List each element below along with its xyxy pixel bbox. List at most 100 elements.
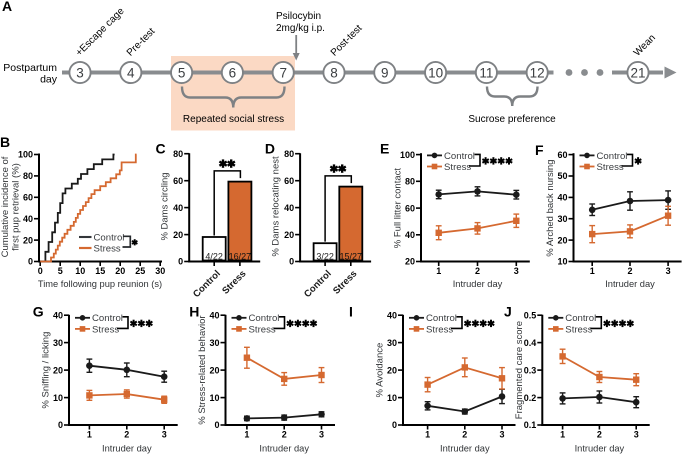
svg-text:I: I: [349, 303, 353, 319]
svg-text:0.5: 0.5: [524, 310, 537, 320]
svg-text:40: 40: [209, 310, 219, 320]
svg-text:20: 20: [284, 230, 294, 240]
svg-text:9: 9: [381, 65, 389, 80]
svg-text:2: 2: [462, 430, 467, 440]
svg-text:10: 10: [75, 266, 85, 276]
svg-text:Cumulative incidence of: Cumulative incidence of: [0, 156, 11, 257]
svg-text:3: 3: [666, 266, 671, 276]
svg-text:F: F: [535, 142, 544, 158]
svg-text:6: 6: [229, 65, 237, 80]
svg-text:5: 5: [178, 65, 186, 80]
svg-text:day: day: [40, 74, 58, 86]
svg-text:11: 11: [479, 65, 493, 80]
svg-text:20: 20: [115, 266, 125, 276]
svg-text:Intruder day: Intruder day: [453, 279, 503, 289]
svg-text:Control: Control: [444, 151, 475, 162]
svg-text:10: 10: [387, 393, 397, 403]
svg-text:60: 60: [173, 176, 183, 186]
svg-text:3/22: 3/22: [316, 252, 334, 262]
svg-text:40: 40: [173, 203, 183, 213]
svg-text:2: 2: [597, 430, 602, 440]
svg-text:80: 80: [284, 149, 294, 159]
svg-text:60: 60: [284, 176, 294, 186]
svg-text:Control: Control: [249, 313, 280, 324]
svg-text:25: 25: [135, 266, 145, 276]
svg-text:Intruder day: Intruder day: [575, 444, 625, 454]
svg-text:0: 0: [214, 420, 219, 430]
svg-text:30: 30: [155, 266, 165, 276]
svg-text:80: 80: [23, 171, 33, 181]
svg-text:% Avoidance: % Avoidance: [375, 343, 386, 398]
svg-text:80: 80: [173, 149, 183, 159]
svg-text:100: 100: [18, 150, 33, 160]
svg-text:40: 40: [405, 230, 415, 240]
svg-text:2: 2: [627, 266, 632, 276]
svg-text:80: 80: [405, 177, 415, 187]
svg-text:20: 20: [405, 257, 415, 267]
svg-text:first pup retrieval (%): first pup retrieval (%): [11, 163, 22, 251]
svg-text:20: 20: [173, 230, 183, 240]
svg-text:1: 1: [244, 430, 249, 440]
svg-text:20: 20: [23, 235, 33, 245]
svg-text:Stress: Stress: [565, 324, 592, 335]
svg-text:% Stress-related behavior: % Stress-related behavior: [197, 315, 208, 424]
svg-text:2: 2: [124, 430, 129, 440]
svg-text:8: 8: [330, 65, 338, 80]
svg-text:2mg/kg i.p.: 2mg/kg i.p.: [276, 23, 325, 34]
svg-text:0: 0: [38, 266, 43, 276]
svg-text:Stress: Stress: [426, 324, 453, 335]
svg-text:D: D: [265, 141, 275, 157]
svg-text:Stress: Stress: [597, 162, 624, 173]
svg-text:Sucrose preference: Sucrose preference: [468, 114, 556, 125]
svg-text:3: 3: [162, 430, 167, 440]
svg-text:Stress: Stress: [94, 244, 121, 255]
svg-text:Stress: Stress: [92, 324, 119, 335]
svg-text:4: 4: [127, 65, 135, 80]
svg-text:3: 3: [499, 430, 504, 440]
svg-text:H: H: [189, 303, 199, 319]
svg-text:0: 0: [289, 257, 294, 267]
svg-text:Intruder day: Intruder day: [440, 444, 490, 454]
svg-text:Intruder day: Intruder day: [605, 279, 655, 289]
svg-text:10: 10: [209, 393, 219, 403]
svg-text:Stress: Stress: [249, 324, 276, 335]
svg-text:0: 0: [28, 257, 33, 267]
svg-text:10: 10: [428, 65, 443, 80]
svg-text:60: 60: [23, 193, 33, 203]
svg-text:% Dams relocating nest: % Dams relocating nest: [271, 156, 282, 257]
svg-text:40: 40: [557, 193, 567, 203]
svg-text:50: 50: [557, 171, 567, 181]
svg-text:3: 3: [514, 266, 519, 276]
svg-text:16/27: 16/27: [229, 252, 252, 262]
svg-text:Control: Control: [597, 151, 628, 162]
svg-text:% Arched back nursing: % Arched back nursing: [545, 160, 556, 257]
svg-text:C: C: [156, 141, 166, 157]
svg-text:20: 20: [53, 365, 63, 375]
svg-text:Time following pup reunion (s): Time following pup reunion (s): [38, 279, 162, 289]
svg-text:E: E: [380, 141, 389, 157]
svg-text:60: 60: [557, 150, 567, 160]
svg-text:Psilocybin: Psilocybin: [276, 11, 321, 22]
svg-text:0.3: 0.3: [524, 365, 537, 375]
svg-text:15/27: 15/27: [340, 252, 363, 262]
svg-text:% Full litter contact: % Full litter contact: [393, 168, 404, 249]
svg-text:40: 40: [23, 214, 33, 224]
svg-text:10: 10: [53, 393, 63, 403]
svg-text:Control: Control: [426, 313, 457, 324]
svg-text:3: 3: [319, 430, 324, 440]
svg-text:1: 1: [87, 430, 92, 440]
svg-text:Intruder day: Intruder day: [102, 444, 152, 454]
svg-text:Postpartum: Postpartum: [3, 62, 57, 74]
svg-text:2: 2: [282, 430, 287, 440]
svg-text:30: 30: [557, 214, 567, 224]
svg-text:20: 20: [387, 365, 397, 375]
svg-text:Fragmented care score: Fragmented care score: [514, 321, 525, 419]
svg-text:1: 1: [590, 266, 595, 276]
svg-text:Intruder day: Intruder day: [259, 444, 309, 454]
svg-text:1: 1: [425, 430, 430, 440]
svg-text:Control: Control: [565, 313, 596, 324]
svg-text:5: 5: [58, 266, 63, 276]
svg-text:Repeated social stress: Repeated social stress: [183, 114, 284, 125]
svg-text:40: 40: [387, 310, 397, 320]
svg-text:0: 0: [178, 257, 183, 267]
